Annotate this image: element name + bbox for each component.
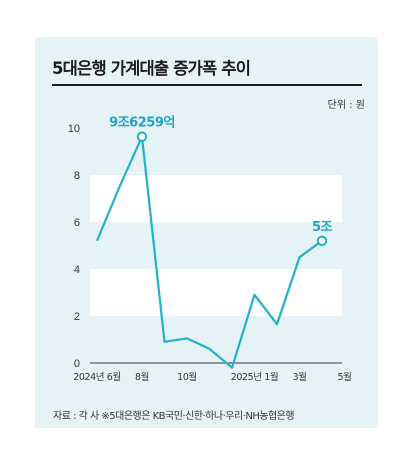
annotation-label: 5조 xyxy=(312,220,333,235)
title-divider xyxy=(52,84,362,86)
y-tick-label: 0 xyxy=(74,358,80,370)
x-tick-label: 10월 xyxy=(177,371,197,383)
y-tick-label: 4 xyxy=(74,264,80,276)
x-tick-label: 3월 xyxy=(293,371,307,383)
x-tick-label: 8월 xyxy=(135,371,149,383)
chart-title: 5대은행 가계대출 증가폭 추이 xyxy=(52,59,251,78)
annotations: 9조6259억 5조 xyxy=(109,116,333,235)
y-tick-label: 10 xyxy=(68,123,80,135)
x-tick-label: 2024년 6월 xyxy=(73,371,121,383)
highlight-markers xyxy=(136,131,328,247)
annotation-label: 9조6259억 xyxy=(109,116,175,131)
grid-band xyxy=(90,175,342,222)
highlight-marker xyxy=(136,131,148,142)
grid-band xyxy=(90,269,342,316)
unit-label: 단위 : 원 xyxy=(327,100,365,111)
y-tick-label: 2 xyxy=(74,311,80,323)
x-axis-ticks: 2024년 6월 8월 10월 2025년 1월 3월 5월 xyxy=(73,371,352,383)
y-tick-label: 8 xyxy=(74,170,80,182)
y-tick-label: 6 xyxy=(74,217,80,229)
x-tick-label: 5월 xyxy=(338,371,352,383)
highlight-marker xyxy=(316,235,328,247)
source-note: 자료 : 각 사 ※5대은행은 KB국민·신한·하나·우리·NH농협은행 xyxy=(53,411,295,422)
x-tick-label: 2025년 1월 xyxy=(231,371,279,383)
grid-bands xyxy=(90,175,342,316)
series-line xyxy=(95,135,323,369)
y-axis-ticks: 0 2 4 6 8 10 xyxy=(68,123,80,370)
